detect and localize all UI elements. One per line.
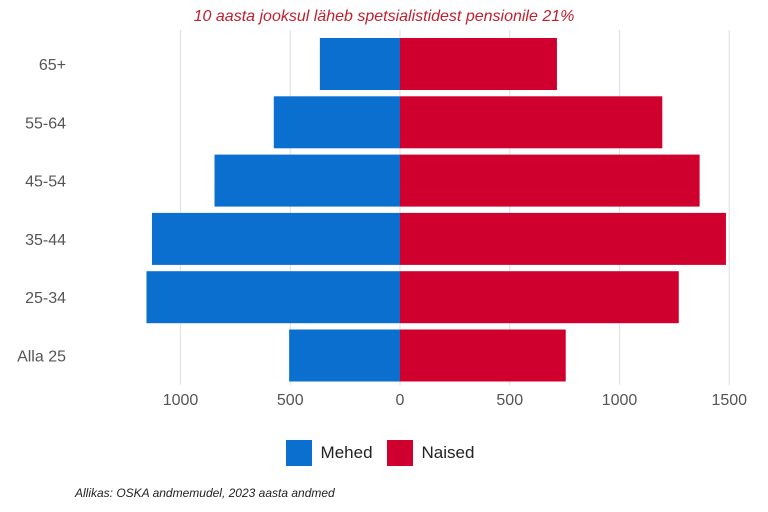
x-tick-label-4: 1000 — [602, 392, 638, 409]
source-caption: Allikas: OSKA andmemudel, 2023 aasta and… — [75, 486, 335, 500]
legend-swatch-naised — [386, 440, 413, 466]
y-tick-label-1: 55-64 — [25, 115, 66, 132]
legend-swatch-mehed — [285, 440, 312, 466]
legend-item-mehed: Mehed — [285, 440, 381, 466]
bar-naised-65- — [400, 38, 557, 90]
bar-mehed-25-34 — [146, 271, 400, 324]
x-tick-label-2: 0 — [396, 392, 405, 409]
y-tick-label-0: 65+ — [39, 57, 66, 74]
legend-label-naised: Naised — [421, 443, 475, 462]
bar-naised-45-54 — [400, 154, 700, 207]
bar-mehed-65- — [319, 38, 400, 90]
y-tick-label-2: 45-54 — [25, 174, 66, 191]
x-tick-label-1: 500 — [277, 392, 304, 409]
legend-item-naised: Naised — [386, 440, 483, 466]
bar-naised-alla-25 — [400, 329, 566, 382]
bars — [146, 38, 726, 382]
legend-label-mehed: Mehed — [320, 443, 373, 462]
bar-mehed-55-64 — [273, 96, 400, 149]
x-tick-label-5: 1500 — [711, 392, 747, 409]
y-tick-labels: 65+ 55-64 45-54 35-44 25-34 Alla 25 — [17, 57, 66, 366]
legend: Mehed Naised — [0, 440, 768, 466]
bar-mehed-35-44 — [151, 212, 400, 265]
x-tick-labels: 1000 500 0 500 1000 1500 — [163, 392, 747, 409]
bar-mehed-45-54 — [214, 154, 400, 207]
grid-lines — [179, 30, 730, 385]
chart-title: 10 aasta jooksul läheb spetsialistidest … — [193, 8, 575, 25]
x-tick-label-3: 500 — [496, 392, 523, 409]
bar-mehed-alla-25 — [289, 329, 400, 382]
y-tick-label-3: 35-44 — [25, 232, 66, 249]
bar-naised-35-44 — [400, 212, 726, 265]
y-tick-label-4: 25-34 — [25, 290, 66, 307]
x-tick-label-0: 1000 — [163, 392, 199, 409]
bar-naised-55-64 — [400, 96, 663, 149]
y-tick-label-5: Alla 25 — [17, 349, 66, 366]
bar-naised-25-34 — [400, 271, 679, 324]
